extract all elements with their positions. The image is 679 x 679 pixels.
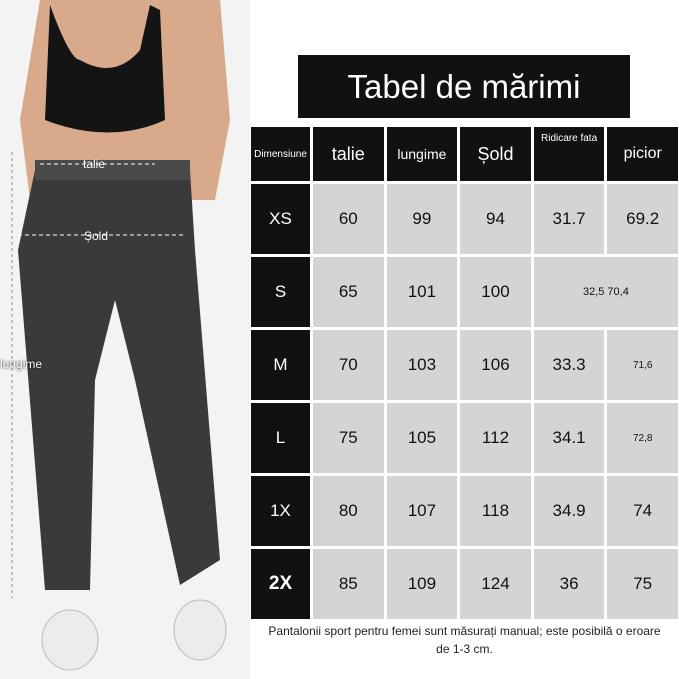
size-cell: 99 bbox=[386, 184, 458, 254]
size-table: Dimensiune talie lungime Șold Ridicare fata p… bbox=[248, 124, 679, 622]
size-cell: 85 bbox=[313, 549, 384, 619]
size-cell: 75 bbox=[313, 403, 384, 473]
photo-label: lungime bbox=[0, 357, 43, 371]
size-cell: 70 bbox=[313, 330, 384, 400]
size-cell: 65 bbox=[313, 257, 384, 327]
size-cell: 74 bbox=[607, 476, 678, 546]
footnote: Pantalonii sport pentru femei sunt măsur… bbox=[268, 624, 661, 656]
size-cell: 36 bbox=[533, 549, 605, 619]
header-cell: Ridicare fata bbox=[533, 127, 605, 181]
size-cell: 118 bbox=[460, 476, 531, 546]
size-label: 2X bbox=[251, 549, 310, 619]
size-label: S bbox=[251, 257, 310, 327]
size-cell: 109 bbox=[386, 549, 458, 619]
size-row: XS 60 99 94 31.7 69.2 bbox=[251, 184, 678, 254]
size-cell: 105 bbox=[386, 403, 458, 473]
size-row: L 75 105 112 34.1 72,8 bbox=[251, 403, 678, 473]
size-label: L bbox=[251, 403, 310, 473]
size-cell: 34.1 bbox=[533, 403, 605, 473]
header-cell: picior bbox=[607, 127, 678, 181]
size-cell: 71,6 bbox=[607, 330, 678, 400]
size-row: M 70 103 106 33.3 71,6 bbox=[251, 330, 678, 400]
product-photo bbox=[0, 0, 250, 679]
size-label: XS bbox=[251, 184, 310, 254]
header-cell: lungime bbox=[386, 127, 458, 181]
size-row: 1X 80 107 118 34.9 74 bbox=[251, 476, 678, 546]
size-cell: 106 bbox=[460, 330, 531, 400]
size-cell: 60 bbox=[313, 184, 384, 254]
size-cell: 94 bbox=[460, 184, 531, 254]
size-cell: 31.7 bbox=[533, 184, 605, 254]
size-cell: 112 bbox=[460, 403, 531, 473]
size-cell: 69.2 bbox=[607, 184, 678, 254]
size-cell: 75 bbox=[607, 549, 678, 619]
size-cell: 100 bbox=[460, 257, 531, 327]
title: Tabel de mărimi bbox=[298, 55, 630, 118]
header-cell: talie bbox=[313, 127, 384, 181]
size-row: 2X 85 109 124 36 75 bbox=[251, 549, 678, 619]
size-cell: 101 bbox=[386, 257, 458, 327]
size-cell: 32,5 70,4 bbox=[533, 257, 678, 327]
header-cell: Dimensiune bbox=[251, 127, 310, 181]
size-label: 1X bbox=[251, 476, 310, 546]
size-cell: 124 bbox=[460, 549, 531, 619]
header-row: Dimensiune talie lungime Șold Ridicare fata p… bbox=[251, 127, 678, 181]
photo-label: talie bbox=[83, 157, 106, 171]
size-cell: 72,8 bbox=[607, 403, 678, 473]
size-cell: 107 bbox=[386, 476, 458, 546]
photo-label: Șold bbox=[84, 229, 109, 243]
size-cell: 33.3 bbox=[533, 330, 605, 400]
size-cell: 80 bbox=[313, 476, 384, 546]
header-cell: Șold bbox=[460, 127, 531, 181]
size-label: M bbox=[251, 330, 310, 400]
size-row: S 65 101 100 32,5 70,4 bbox=[251, 257, 678, 327]
size-cell: 34.9 bbox=[533, 476, 605, 546]
size-cell: 103 bbox=[386, 330, 458, 400]
